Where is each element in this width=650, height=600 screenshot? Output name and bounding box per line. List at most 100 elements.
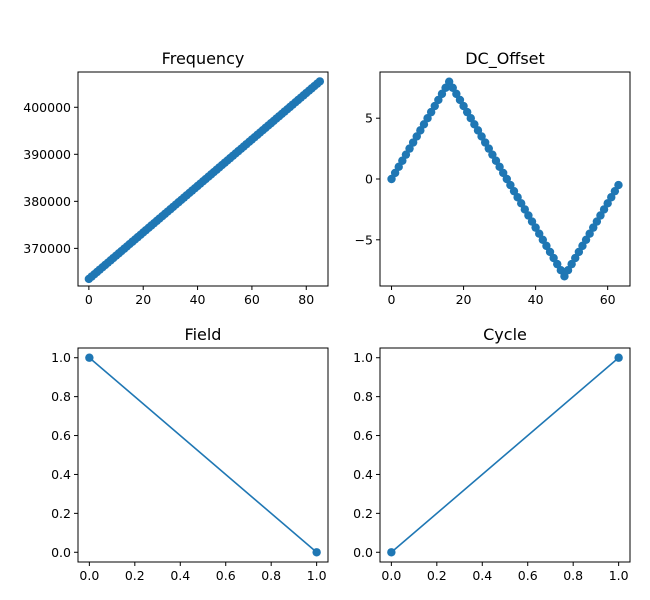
data-point [509, 186, 519, 196]
y-tick-label: −5 [355, 232, 373, 247]
data-point [85, 353, 94, 362]
data-point [312, 548, 321, 557]
data-point [527, 217, 537, 226]
data-point [578, 241, 587, 251]
data-point [448, 83, 457, 93]
series-line [88, 357, 318, 553]
x-tick-label: 60 [600, 292, 616, 307]
x-tick-label: 0.8 [261, 568, 281, 583]
y-tick-label: 0.0 [51, 545, 71, 560]
data-point [401, 150, 411, 159]
x-tick-label: 60 [244, 292, 260, 307]
data-point [434, 95, 443, 105]
data-point [603, 199, 612, 208]
data-point [581, 235, 591, 244]
x-tick-label: 20 [456, 292, 472, 307]
y-tick-label: 0 [365, 172, 373, 187]
data-point [412, 132, 421, 141]
data-point [408, 138, 418, 147]
subplot-title: Cycle [483, 325, 527, 344]
y-tick-label: 0.8 [353, 389, 373, 404]
data-point [459, 101, 468, 111]
data-point [390, 168, 400, 178]
y-tick-label: 390000 [23, 147, 71, 162]
data-point [610, 186, 620, 196]
x-tick-label: 1.0 [307, 568, 327, 583]
data-point [524, 211, 533, 220]
data-point [607, 193, 616, 202]
data-point [545, 247, 555, 257]
data-point [596, 211, 605, 220]
x-tick-label: 0.0 [79, 568, 99, 583]
data-point [398, 156, 407, 165]
data-point [419, 120, 429, 129]
x-tick-label: 80 [298, 292, 314, 307]
data-point [423, 114, 432, 123]
y-tick-label: 0.4 [353, 467, 373, 482]
data-point [513, 193, 522, 202]
data-point [437, 89, 447, 99]
subplot-title: Field [185, 325, 222, 344]
data-point [455, 95, 465, 105]
data-point [426, 107, 436, 117]
y-tick-label: 400000 [23, 100, 71, 115]
data-point [480, 138, 490, 147]
series-line [390, 357, 620, 553]
data-point [315, 77, 325, 86]
x-tick-label: 1.0 [609, 568, 629, 583]
data-point [563, 265, 573, 275]
data-point [477, 132, 486, 141]
data-point [549, 253, 558, 263]
data-point [452, 89, 461, 99]
data-point [405, 144, 414, 153]
data-point [538, 235, 548, 244]
y-tick-label: 0.2 [353, 506, 373, 521]
y-tick-label: 0.4 [51, 467, 71, 482]
subplot-0: Frequency 0 20 40 60 80 370000 380000 390000 4000… [23, 49, 329, 307]
data-point [387, 548, 396, 557]
x-tick-label: 0.0 [381, 568, 401, 583]
x-tick-label: 40 [190, 292, 206, 307]
data-point [585, 229, 594, 238]
x-tick-label: 0.4 [170, 568, 190, 583]
data-point [542, 241, 551, 251]
data-point [495, 162, 504, 172]
data-point [517, 199, 526, 208]
y-tick-label: 1.0 [353, 350, 373, 365]
x-tick-label: 20 [135, 292, 151, 307]
data-point [394, 162, 403, 172]
axes-frame [379, 347, 631, 563]
data-point [614, 353, 623, 362]
data-point [466, 114, 475, 123]
data-point [488, 150, 497, 159]
y-tick-label: 1.0 [51, 350, 71, 365]
data-point [520, 205, 530, 214]
data-point [556, 265, 566, 275]
data-point [462, 107, 472, 117]
data-point [416, 126, 425, 135]
data-point [430, 101, 439, 111]
y-tick-label: 380000 [23, 194, 71, 209]
x-tick-label: 0.4 [472, 568, 492, 583]
subplot-title: Frequency [162, 49, 245, 68]
y-tick-label: 5 [365, 111, 373, 126]
data-point [614, 180, 623, 190]
subplot-3: Cycle 0.0 0.2 0.4 0.6 0.8 1.0 0.0 0.2 0.4 0.6 0.8 1.… [353, 325, 631, 583]
x-tick-label: 0.2 [125, 568, 145, 583]
x-tick-label: 0.6 [518, 568, 538, 583]
x-tick-label: 0 [85, 292, 93, 307]
axes-frame [379, 71, 631, 287]
data-point [498, 168, 508, 178]
y-tick-label: 0.8 [51, 389, 71, 404]
data-point [470, 120, 479, 129]
subplot-2: Field 0.0 0.2 0.4 0.6 0.8 1.0 0.0 0.2 0.4 0.6 0.8 1.… [51, 325, 329, 583]
data-point [506, 180, 515, 190]
x-tick-label: 0 [388, 292, 396, 307]
data-point [535, 229, 544, 238]
data-point [502, 174, 512, 184]
data-point [444, 77, 454, 86]
subplot-title: DC_Offset [465, 49, 545, 69]
y-tick-label: 0.2 [51, 506, 71, 521]
axes-frame [77, 347, 329, 563]
